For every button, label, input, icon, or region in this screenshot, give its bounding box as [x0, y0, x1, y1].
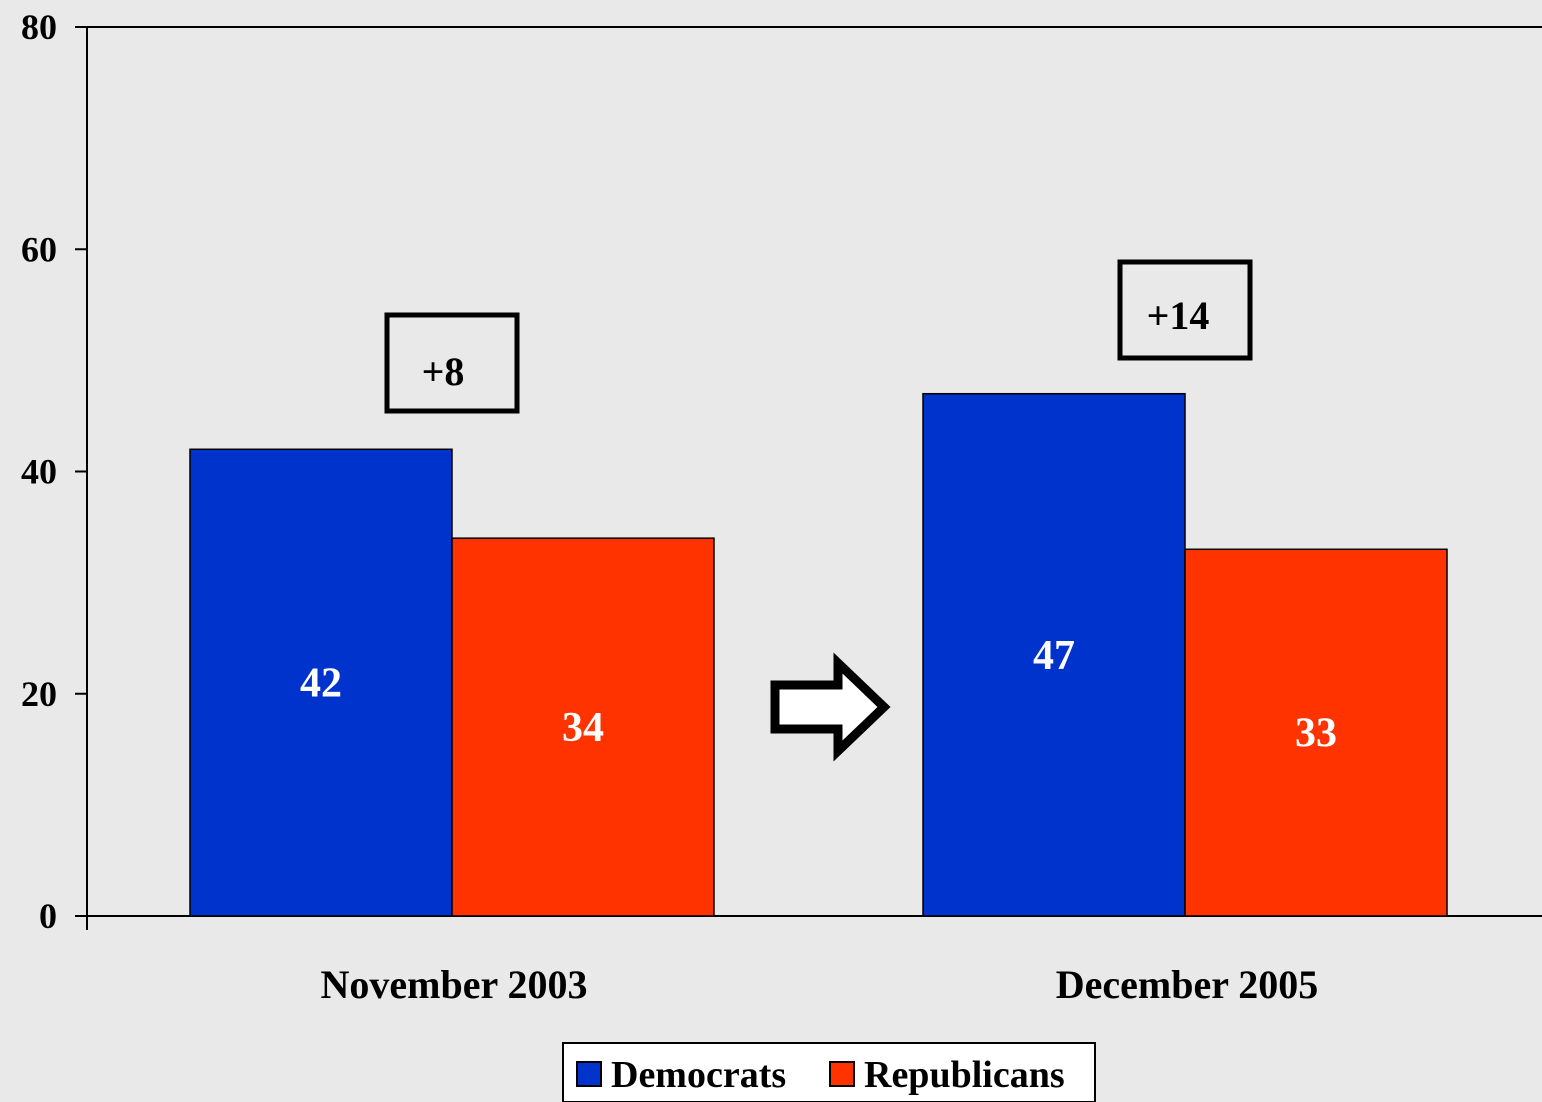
y-tick-label: 20	[21, 674, 57, 714]
data-label-republicans-0: 34	[562, 705, 604, 751]
gap-box-2003	[384, 312, 520, 414]
legend-swatch-republicans	[829, 1061, 855, 1087]
x-tick-label-december-2005: December 2005	[1056, 962, 1319, 1007]
gap-label-2003: +8	[422, 349, 465, 394]
y-tick-label: 0	[39, 896, 57, 936]
data-label-republicans-1: 33	[1295, 711, 1337, 757]
legend-swatch-democrats	[576, 1061, 602, 1087]
bar-democrats-0	[189, 448, 453, 917]
data-label-democrats-1: 47	[1033, 633, 1075, 679]
bar-democrats-1	[922, 392, 1186, 917]
gap-box-2005	[1117, 259, 1253, 361]
y-ticks: 0 20 40 60 80	[21, 7, 87, 936]
legend-label-republicans: Republicans	[864, 1054, 1065, 1096]
bars	[189, 392, 1448, 917]
y-tick-label: 40	[21, 452, 57, 492]
y-tick-label: 80	[21, 7, 57, 47]
x-tick-label-november-2003: November 2003	[321, 962, 588, 1007]
gap-label-2005: +14	[1147, 293, 1210, 338]
legend-label-democrats: Democrats	[611, 1054, 786, 1096]
data-label-democrats-0: 42	[300, 661, 342, 707]
y-tick-label: 60	[21, 229, 57, 269]
bar-republicans-0	[451, 537, 715, 917]
bar-republicans-1	[1184, 548, 1448, 917]
value-labels: 42 34 47 33	[300, 633, 1337, 757]
x-tick-labels: November 2003 December 2005	[321, 962, 1319, 1007]
legend: Democrats Republicans	[562, 1042, 1096, 1102]
right-arrow-icon	[770, 652, 891, 762]
annotations: +8 +14	[384, 259, 1253, 414]
